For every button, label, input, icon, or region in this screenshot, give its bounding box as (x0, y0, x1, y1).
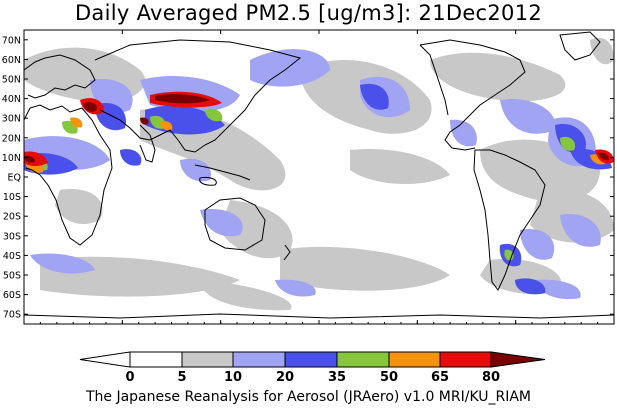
colorbar-labels: 0 5 10 20 35 50 65 80 (125, 370, 500, 385)
colorbar-label-50: 50 (380, 370, 398, 385)
colorbar-label-80: 80 (482, 370, 500, 385)
lat-label-30S: 30S (3, 231, 21, 242)
colorbar-cell-0 (129, 351, 183, 368)
colorbar-cell-under (79, 351, 131, 368)
pm25-shading (24, 37, 614, 311)
colorbar-cell-50 (388, 351, 441, 368)
lat-label-30N: 30N (2, 114, 21, 125)
latitude-labels: 70N 60N 50N 40N 30N 20N 10N EQ 10S 20S 30S 40S 50S 60… (2, 35, 21, 320)
lat-label-70N: 70N (2, 35, 21, 46)
colorbar-label-0: 0 (125, 370, 134, 385)
lat-label-20N: 20N (2, 133, 21, 144)
lat-label-10S: 10S (3, 192, 21, 203)
map-panel: 70N 60N 50N 40N 30N 20N 10N EQ 10S 20S 30S 40S 50S 60… (2, 29, 615, 325)
shade-darkred (24, 94, 610, 163)
colorbar-cell-5 (181, 351, 234, 368)
lat-label-10N: 10N (2, 153, 21, 164)
colorbar-cell-over (490, 351, 546, 368)
colorbar-cells (79, 351, 546, 368)
lat-label-20S: 20S (3, 212, 21, 223)
colorbar-cell-20 (284, 351, 338, 368)
lat-label-50S: 50S (3, 271, 21, 282)
colorbar-label-35: 35 (328, 370, 346, 385)
colorbar-cell-10 (232, 351, 286, 368)
lat-label-60N: 60N (2, 55, 21, 66)
colorbar-label-10: 10 (224, 370, 242, 385)
colorbar-cell-65 (439, 351, 492, 368)
lat-label-50N: 50N (2, 75, 21, 86)
colorbar-label-65: 65 (431, 370, 449, 385)
map-title: Daily Averaged PM2.5 [ug/m3]: 21Dec2012 (74, 1, 543, 25)
colorbar-cell-35 (336, 351, 390, 368)
lat-label-60S: 60S (3, 290, 21, 301)
lat-label-40S: 40S (3, 251, 21, 262)
colorbar-label-20: 20 (276, 370, 294, 385)
lat-label-70S: 70S (3, 310, 21, 321)
coastlines (24, 31, 614, 319)
lat-label-EQ: EQ (8, 173, 21, 184)
lat-label-40N: 40N (2, 94, 21, 105)
colorbar: 0 5 10 20 35 50 65 80 (79, 351, 546, 385)
colorbar-label-5: 5 (177, 370, 186, 385)
footer-credit: The Japanese Reanalysis for Aerosol (JRA… (85, 389, 532, 405)
axis-ticks (23, 30, 615, 324)
